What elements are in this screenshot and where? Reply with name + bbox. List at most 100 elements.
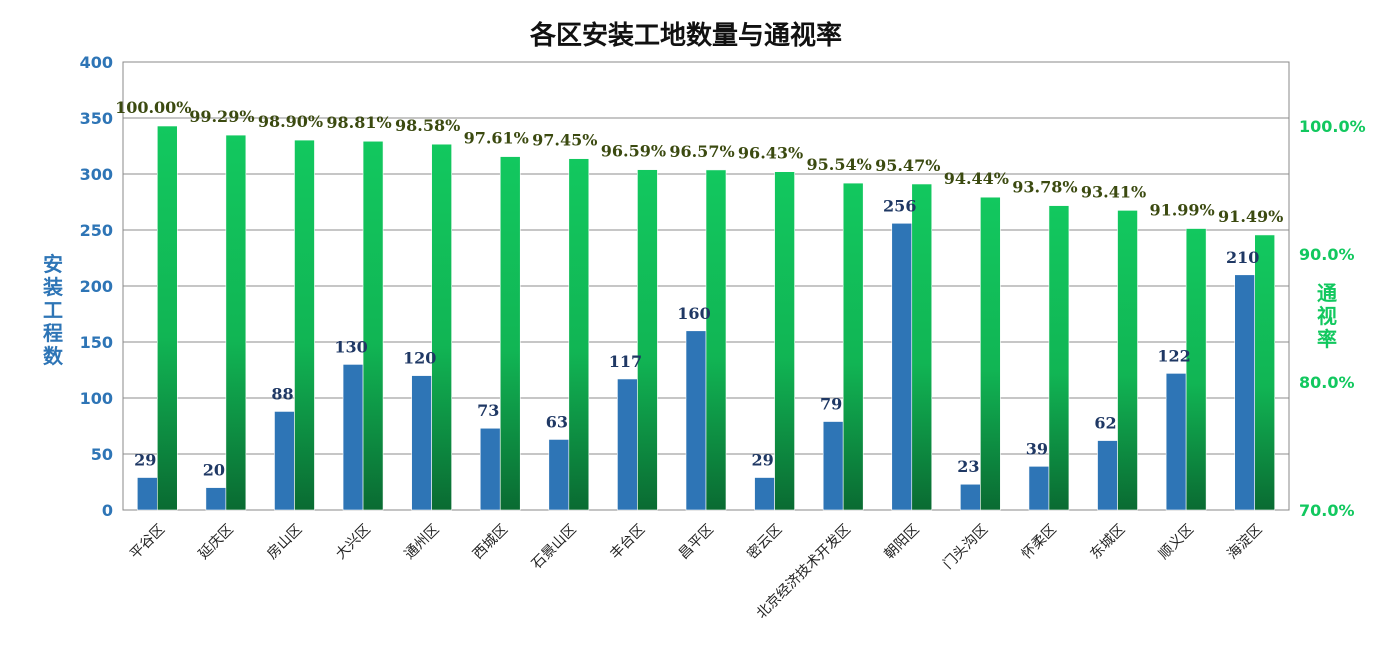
- right-tick-label: 90.0%: [1299, 245, 1355, 264]
- count-bar: [891, 222, 913, 511]
- x-tick-label: 昌平区: [676, 522, 717, 563]
- count-bar: [479, 427, 501, 511]
- right-axis-label: 通视率: [1317, 281, 1337, 351]
- count-label: 63: [546, 412, 568, 431]
- left-tick-label: 400: [80, 53, 113, 72]
- count-bar: [1028, 466, 1050, 511]
- left-axis-ticks: 0 50 100 150 200 250 300 350 400: [80, 53, 113, 520]
- rate-label: 99.29%: [189, 107, 254, 126]
- count-bar: [548, 439, 570, 511]
- count-label: 29: [751, 451, 773, 470]
- count-bar: [1234, 274, 1256, 511]
- rate-label: 98.81%: [326, 113, 391, 132]
- x-tick-label: 西城区: [470, 522, 511, 563]
- count-label: 20: [203, 461, 225, 480]
- x-tick-label: 通州区: [401, 522, 442, 563]
- axis-label-char: 程: [43, 321, 63, 345]
- rate-bar: [499, 156, 521, 511]
- x-tick-label: 延庆区: [196, 522, 237, 563]
- rate-bar: [362, 140, 384, 511]
- right-axis-ticks: 70.0% 80.0% 90.0% 100.0%: [1299, 117, 1366, 520]
- rate-label: 93.78%: [1012, 178, 1077, 197]
- x-tick-label: 门头沟区: [940, 522, 991, 573]
- count-label: 122: [1157, 346, 1190, 365]
- count-label: 62: [1094, 414, 1116, 433]
- rate-bar: [294, 139, 315, 511]
- axis-label-char: 装: [42, 275, 63, 299]
- count-bar: [822, 421, 844, 511]
- count-label: 256: [883, 196, 916, 215]
- x-tick-label: 海淀区: [1225, 522, 1266, 563]
- left-tick-label: 200: [80, 277, 113, 296]
- count-bar: [1165, 373, 1187, 511]
- chart-title: 各区安装工地数量与通视率: [529, 20, 842, 51]
- x-tick-label: 朝阳区: [882, 522, 923, 563]
- left-tick-label: 0: [102, 501, 113, 520]
- data-labels: 29 100.00% 20 99.29% 88 98.90% 130 98.81% 120 98.…: [115, 98, 1283, 480]
- axis-label-char: 通: [1317, 281, 1337, 305]
- rate-label: 96.43%: [738, 144, 803, 163]
- rate-bar: [980, 196, 1001, 511]
- rate-label: 93.41%: [1081, 182, 1146, 201]
- rate-bar: [225, 134, 247, 511]
- rate-label: 91.99%: [1149, 201, 1214, 220]
- rate-label: 100.00%: [115, 98, 191, 117]
- x-tick-label: 顺义区: [1156, 522, 1197, 563]
- rate-bar: [842, 182, 864, 511]
- count-label: 88: [271, 384, 293, 403]
- right-tick-label: 80.0%: [1299, 373, 1355, 392]
- left-axis-label: 安装工程数: [42, 252, 64, 368]
- count-bar: [754, 477, 775, 511]
- x-tick-label: 密云区: [744, 521, 786, 563]
- x-axis-ticks: 平谷区 延庆区 房山区 大兴区 通州区 西城区 石景山区 丰台区 昌平区 密云区北京经济技术开发区…: [127, 521, 1265, 622]
- left-tick-label: 300: [80, 165, 113, 184]
- rate-bar: [911, 183, 933, 511]
- count-label: 160: [677, 304, 710, 323]
- rate-bar: [156, 125, 178, 511]
- count-label: 79: [820, 395, 842, 414]
- x-tick-label: 东城区: [1087, 522, 1128, 563]
- rate-bar: [1185, 228, 1207, 511]
- x-tick-label: 房山区: [264, 522, 305, 563]
- rate-label: 96.57%: [669, 142, 734, 161]
- count-bar: [685, 330, 707, 511]
- rate-label: 91.49%: [1218, 207, 1283, 226]
- rate-bars: [156, 125, 1276, 511]
- x-tick-label: 平谷区: [127, 522, 168, 563]
- axis-label-char: 工: [43, 298, 63, 322]
- count-bar: [274, 411, 295, 511]
- count-label: 210: [1226, 248, 1259, 267]
- x-tick-label: 石景山区: [529, 522, 580, 573]
- rate-bar: [637, 169, 658, 511]
- right-tick-label: 100.0%: [1299, 117, 1366, 136]
- count-bar: [205, 487, 227, 511]
- count-bar: [411, 375, 432, 511]
- left-tick-label: 350: [80, 109, 113, 128]
- rate-label: 97.61%: [464, 129, 529, 148]
- right-tick-label: 70.0%: [1299, 501, 1355, 520]
- rate-label: 96.59%: [601, 142, 666, 161]
- count-bar: [617, 378, 638, 511]
- rate-label: 97.45%: [532, 131, 597, 150]
- count-label: 130: [334, 337, 367, 356]
- count-label: 23: [957, 457, 979, 476]
- rate-bar: [1048, 205, 1070, 511]
- axis-label-char: 率: [1317, 327, 1337, 351]
- axis-label-char: 数: [43, 344, 64, 368]
- count-label: 73: [477, 401, 499, 420]
- x-tick-label: 丰台区: [607, 522, 648, 563]
- axis-label-char: 视: [1317, 304, 1337, 328]
- left-tick-label: 150: [80, 333, 113, 352]
- rate-label: 94.44%: [944, 169, 1009, 188]
- x-tick-label: 怀柔区: [1019, 522, 1060, 563]
- rate-label: 95.54%: [807, 155, 872, 174]
- rate-label: 95.47%: [875, 156, 940, 175]
- rate-bar: [431, 143, 452, 511]
- left-tick-label: 100: [80, 389, 113, 408]
- count-label: 39: [1026, 439, 1048, 458]
- count-bar: [136, 477, 158, 511]
- count-bar: [342, 364, 364, 511]
- rate-bar: [1254, 234, 1276, 511]
- left-tick-label: 250: [80, 221, 113, 240]
